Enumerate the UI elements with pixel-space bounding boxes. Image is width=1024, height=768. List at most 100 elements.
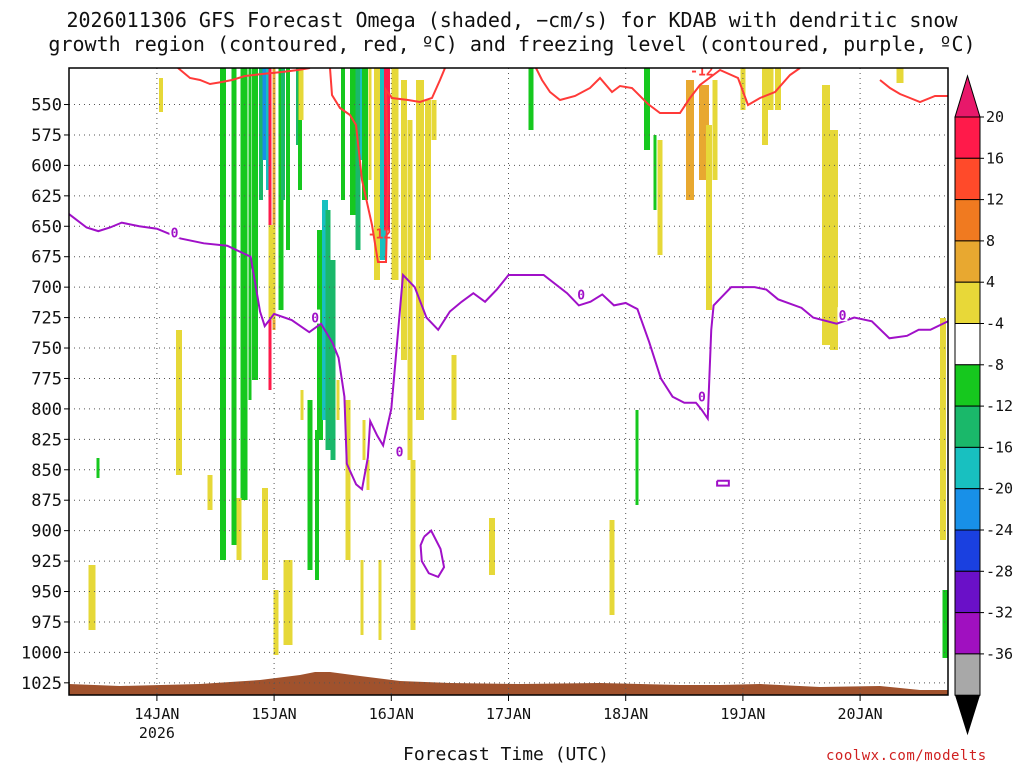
omega-shade-cell: [368, 68, 372, 180]
freezing-level-label: 0: [396, 446, 404, 461]
x-tick-label: 14JAN: [134, 705, 179, 723]
colorbar-label: -4: [986, 315, 1004, 333]
y-tick-label: 775: [31, 369, 62, 389]
omega-shade-cell: [220, 68, 226, 560]
omega-shade-cell: [298, 68, 304, 120]
colorbar-label: -8: [986, 356, 1004, 374]
colorbar-label: 16: [986, 149, 1004, 167]
freezing-level-label: 0: [171, 226, 179, 241]
colorbar-bottom-arrow: [955, 695, 980, 736]
colorbar-label: -28: [986, 562, 1013, 580]
omega-shade-cell: [336, 380, 340, 420]
omega-shade-cell: [940, 318, 946, 540]
freezing-label-bg: [169, 224, 180, 239]
omega-shade-cell: [644, 68, 650, 150]
omega-shade-cell: [609, 520, 615, 615]
y-tick-label: 675: [31, 248, 62, 268]
omega-shade-cell: [298, 68, 302, 190]
omega-shade-cell: [762, 68, 768, 145]
omega-shade-cell: [489, 518, 495, 575]
omega-shade-cell: [425, 100, 431, 260]
y-tick-label: 550: [31, 96, 62, 116]
axes-layer: 550 575 600 625 650 675 700 725 750 775 800 825 850 8…: [21, 67, 949, 742]
colorbar-label: 8: [986, 232, 995, 250]
freezing-level-closed-contour: [716, 479, 730, 487]
colorbar-label: -12: [986, 397, 1013, 415]
colorbar-band: [954, 116, 981, 159]
x-axis-title: Forecast Time (UTC): [403, 744, 609, 765]
omega-shade-cell: [653, 135, 657, 210]
freezing-label-bg: [576, 286, 587, 301]
x-tick-label: 17JAN: [486, 705, 531, 723]
omega-shade-cell: [635, 410, 639, 505]
x-tick-label: 18JAN: [603, 705, 648, 723]
contours-layer: -12 -12 0 0 0 0 0 0: [69, 68, 948, 579]
omega-shade-cell: [431, 100, 437, 140]
omega-shade-cell: [416, 80, 424, 420]
y-tick-label: 850: [31, 461, 62, 481]
omega-shade-cell: [942, 590, 948, 658]
y-tick-label: 900: [31, 522, 62, 542]
omega-shade-cell: [266, 68, 270, 190]
colorbar-band: [954, 612, 981, 655]
watermark-link[interactable]: coolwx.com/modelts: [826, 748, 987, 764]
omega-shade-cell: [315, 430, 319, 580]
omega-shade-cell: [262, 488, 268, 580]
colorbar: 20 16 12 8 4 -4 -8 -12 -16 -20 -24 -28 -32 -36: [954, 74, 1013, 736]
omega-shade-cell: [322, 200, 328, 420]
freezing-level-label: 0: [698, 391, 706, 406]
colorbar-label: 12: [986, 191, 1004, 209]
omega-shade-cell: [330, 260, 336, 460]
omega-shade-cell: [378, 560, 382, 640]
freezing-level-label: 0: [577, 288, 585, 303]
omega-shade-cell: [207, 475, 213, 510]
omega-shade-cell: [176, 330, 182, 475]
y-tick-label: 925: [31, 552, 62, 572]
colorbar-label: -32: [986, 604, 1013, 622]
dgz-contour-line: [879, 79, 948, 104]
plot-frame: [68, 67, 949, 696]
omega-shade-cell: [410, 460, 416, 630]
y-tick-label: 725: [31, 309, 62, 329]
colorbar-band: [954, 240, 981, 283]
omega-shade-cell: [362, 420, 366, 460]
colorbar-band: [954, 653, 981, 696]
omega-shade-cell: [528, 68, 534, 130]
omega-shade-cell: [362, 68, 368, 200]
colorbar-band: [954, 570, 981, 614]
omega-shade-cell: [283, 560, 293, 645]
colorbar-label: -24: [986, 521, 1013, 539]
y-tick-label: 800: [31, 400, 62, 420]
y-tick-label: 700: [31, 278, 62, 298]
omega-shade-cell: [252, 68, 258, 380]
omega-shade-cell: [766, 68, 774, 110]
colorbar-label: 20: [986, 108, 1004, 126]
omega-shade-cell: [830, 130, 838, 350]
omega-shade-cell: [248, 68, 252, 400]
x-tick-label: 20JAN: [838, 705, 883, 723]
chart-title-line1: 2026011306 GFS Forecast Omega (shaded, −…: [66, 8, 958, 32]
x-tick-label: 15JAN: [252, 705, 297, 723]
omega-shade-cell: [307, 400, 313, 570]
omega-shade-cell: [281, 68, 285, 200]
colorbar-label: -36: [986, 645, 1013, 663]
omega-shade-cell: [88, 565, 96, 630]
grid-lines: [69, 68, 948, 695]
omega-shade-cell: [355, 68, 361, 250]
freezing-label-bg: [696, 388, 707, 403]
colorbar-band: [954, 281, 981, 325]
y-tick-label: 1000: [21, 643, 62, 663]
y-tick-label: 875: [31, 491, 62, 511]
colorbar-band: [954, 446, 981, 490]
omega-shade-cell: [96, 458, 100, 478]
chart-title-line2: growth region (contoured, red, ºC) and f…: [48, 32, 976, 56]
omega-shade-cell: [273, 590, 279, 655]
ground-layer: [69, 672, 948, 695]
omega-shade-cell: [350, 68, 356, 215]
freezing-level-label: 0: [839, 309, 847, 324]
omega-shade-cell: [240, 68, 248, 500]
omega-shade-cell: [360, 560, 364, 635]
y-tick-label: 825: [31, 430, 62, 450]
y-tick-label: 600: [31, 156, 62, 176]
